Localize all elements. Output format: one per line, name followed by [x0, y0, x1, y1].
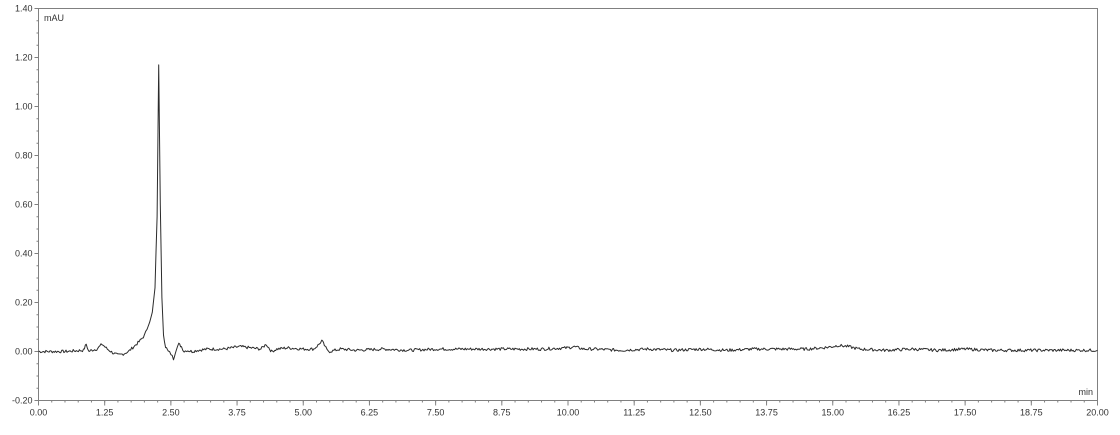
x-tick-label: 11.25 — [623, 408, 645, 418]
y-tick-label: 0.40 — [15, 249, 33, 259]
y-tick-label: 0.20 — [15, 298, 33, 308]
y-tick-label: 1.00 — [15, 102, 33, 112]
x-tick-label: 10.00 — [557, 408, 580, 418]
x-axis: 0.00 1.25 2.50 3.75 5.00 6.25 7.50 8.75 10.00 11.… — [30, 400, 1109, 418]
x-tick-label: 1.25 — [96, 408, 114, 418]
x-tick-label: 8.75 — [493, 408, 511, 418]
y-tick-label: 0.80 — [15, 151, 33, 161]
x-tick-label: 7.50 — [427, 408, 445, 418]
y-tick-label: 1.20 — [15, 53, 33, 63]
y-tick-label: 0.60 — [15, 200, 33, 210]
x-tick-label: 0.00 — [30, 408, 48, 418]
x-tick-label: 15.00 — [821, 408, 844, 418]
x-tick-label: 13.75 — [755, 408, 778, 418]
x-tick-label: 16.25 — [888, 408, 911, 418]
x-tick-label: 17.50 — [954, 408, 977, 418]
x-tick-label: 3.75 — [228, 408, 246, 418]
y-tick-label: 0.00 — [15, 347, 33, 357]
plot-frame — [38, 8, 1098, 401]
x-tick-label: 6.25 — [361, 408, 379, 418]
y-tick-label: -0.20 — [12, 396, 33, 406]
y-axis: -0.20 0.00 0.20 0.40 0.60 0.80 1.00 1.20 1.40 — [12, 4, 39, 406]
x-tick-label: 12.50 — [689, 408, 712, 418]
y-tick-label: 1.40 — [15, 4, 33, 14]
chromatogram-trace — [38, 64, 1098, 361]
x-tick-label: 20.00 — [1086, 408, 1109, 418]
y-axis-label: mAU — [44, 13, 64, 23]
x-tick-label: 5.00 — [294, 408, 312, 418]
x-axis-label: min — [1078, 387, 1093, 397]
x-tick-label: 18.75 — [1020, 408, 1043, 418]
x-tick-label: 2.50 — [162, 408, 180, 418]
